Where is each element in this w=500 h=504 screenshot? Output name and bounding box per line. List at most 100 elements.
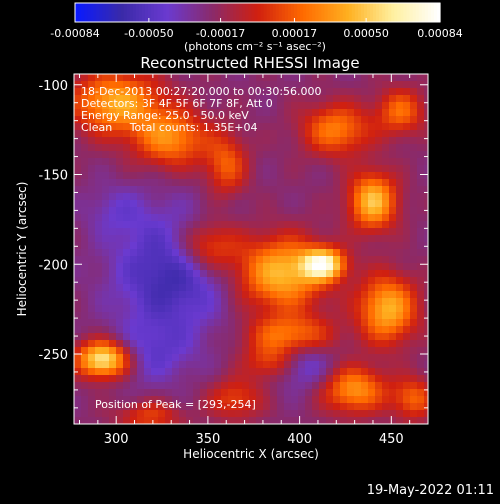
heatmap-cell xyxy=(235,137,243,145)
heatmap-cell xyxy=(235,81,243,89)
heatmap-cell xyxy=(291,417,299,424)
heatmap-cell xyxy=(242,263,250,271)
heatmap-cell xyxy=(354,179,362,187)
heatmap-cell xyxy=(361,130,369,138)
heatmap-cell xyxy=(340,347,348,355)
colorbar-segment xyxy=(211,3,216,22)
colorbar-segment xyxy=(138,3,143,22)
heatmap-cell xyxy=(326,326,334,334)
heatmap-cell xyxy=(263,347,271,355)
heatmap-cell xyxy=(137,179,145,187)
heatmap-cell xyxy=(424,95,428,103)
heatmap-cell xyxy=(312,151,320,159)
heatmap-cell xyxy=(361,74,369,82)
heatmap-cell xyxy=(172,88,180,96)
heatmap-cell xyxy=(424,333,428,341)
heatmap-cell xyxy=(109,312,117,320)
heatmap-cell xyxy=(291,298,299,306)
heatmap-cell xyxy=(158,291,166,299)
heatmap-cell xyxy=(361,368,369,376)
heatmap-cell xyxy=(410,186,418,194)
heatmap-cell xyxy=(417,263,425,271)
heatmap-cell xyxy=(277,102,285,110)
heatmap-cell xyxy=(291,228,299,236)
colorbar-segment xyxy=(175,3,180,22)
heatmap-cell xyxy=(179,305,187,313)
heatmap-cell xyxy=(151,207,159,215)
heatmap-cell xyxy=(88,123,96,131)
heatmap-cell xyxy=(74,284,82,292)
heatmap-cell xyxy=(214,130,222,138)
heatmap-cell xyxy=(242,88,250,96)
colorbar-segment xyxy=(284,3,289,22)
heatmap-cell xyxy=(263,102,271,110)
heatmap-cell xyxy=(179,193,187,201)
heatmap-cell xyxy=(144,130,152,138)
heatmap-cell xyxy=(375,375,383,383)
colorbar-segment xyxy=(96,3,100,22)
heatmap-cell xyxy=(389,291,397,299)
heatmap-cell xyxy=(249,228,257,236)
heatmap-cell xyxy=(172,263,180,271)
heatmap-cell xyxy=(424,312,428,320)
heatmap-cell xyxy=(123,95,131,103)
colorbar-segment xyxy=(300,3,304,22)
heatmap-cell xyxy=(277,270,285,278)
heatmap-cell xyxy=(319,74,327,82)
heatmap-cell xyxy=(256,109,264,117)
heatmap-cell xyxy=(347,361,355,369)
heatmap-cell xyxy=(270,137,278,145)
heatmap-cell xyxy=(193,207,201,215)
heatmap-cell xyxy=(88,116,96,124)
heatmap-cell xyxy=(382,277,390,285)
heatmap-cell xyxy=(396,172,404,180)
heatmap-cell xyxy=(326,165,334,173)
heatmap-cell xyxy=(305,256,313,264)
heatmap-cell xyxy=(319,263,327,271)
heatmap-cell xyxy=(95,235,103,243)
heatmap-cell xyxy=(368,354,376,362)
heatmap-cell xyxy=(277,375,285,383)
heatmap-cell xyxy=(214,151,222,159)
heatmap-cell xyxy=(424,319,428,327)
heatmap-cell xyxy=(361,403,369,411)
heatmap-cell xyxy=(312,298,320,306)
heatmap-cell xyxy=(165,221,173,229)
colorbar-segment xyxy=(342,3,347,22)
heatmap-cell xyxy=(81,221,89,229)
heatmap-cell xyxy=(291,186,299,194)
heatmap-cell xyxy=(151,186,159,194)
heatmap-cell xyxy=(193,151,201,159)
heatmap-cell xyxy=(403,270,411,278)
heatmap-cell xyxy=(151,417,159,424)
heatmap-cell xyxy=(207,235,215,243)
heatmap-cell xyxy=(137,375,145,383)
heatmap-cell xyxy=(375,109,383,117)
heatmap-cell xyxy=(256,312,264,320)
heatmap-cell xyxy=(165,389,173,397)
heatmap-cell xyxy=(109,382,117,390)
heatmap-cell xyxy=(74,151,82,159)
heatmap-cell xyxy=(410,95,418,103)
heatmap-cell xyxy=(221,354,229,362)
heatmap-cell xyxy=(228,95,236,103)
heatmap-cell xyxy=(396,396,404,404)
heatmap-cell xyxy=(368,305,376,313)
heatmap-cell xyxy=(312,410,320,418)
heatmap-cell xyxy=(354,193,362,201)
heatmap-cell xyxy=(88,312,96,320)
heatmap-cell xyxy=(193,221,201,229)
heatmap-cell xyxy=(116,116,124,124)
heatmap-cell xyxy=(109,214,117,222)
heatmap-cell xyxy=(172,347,180,355)
heatmap-cell xyxy=(410,172,418,180)
heatmap-cell xyxy=(312,312,320,320)
heatmap-cell xyxy=(88,382,96,390)
annotation-counts: Clean Total counts: 1.35E+04 xyxy=(81,121,258,134)
heatmap-cell xyxy=(130,88,138,96)
heatmap-cell xyxy=(305,95,313,103)
heatmap-cell xyxy=(410,312,418,320)
heatmap-cell xyxy=(368,242,376,250)
heatmap-cell xyxy=(130,417,138,424)
heatmap-cell xyxy=(193,305,201,313)
